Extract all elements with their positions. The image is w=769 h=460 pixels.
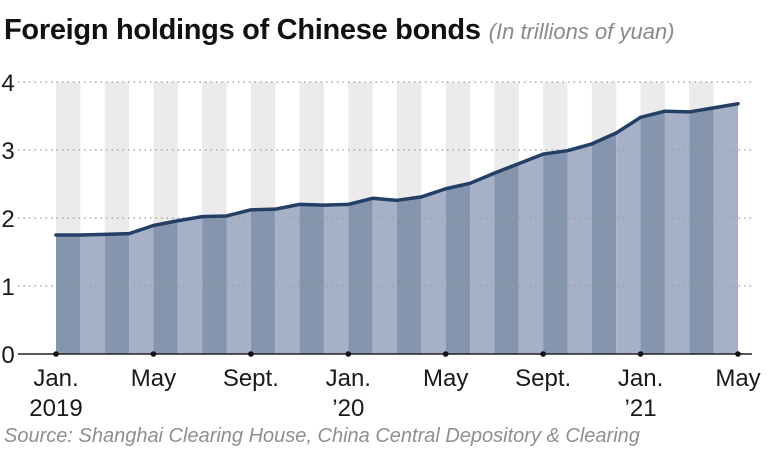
- x-tick-label: Jan.: [618, 365, 663, 392]
- y-axis-ticks: 0 1 2 3 4: [1, 70, 14, 369]
- x-tick-label: May: [131, 365, 176, 392]
- source-note: Source: Shanghai Clearing House, China C…: [4, 425, 640, 447]
- area-segment: [664, 111, 690, 355]
- area-segment: [397, 196, 422, 354]
- area-segment: [591, 133, 617, 354]
- area-segment: [567, 143, 592, 354]
- area-segment: [445, 183, 471, 354]
- area-segments: [56, 103, 738, 355]
- y-tick-label: 3: [1, 138, 14, 165]
- x-tick-label: Jan.: [326, 365, 371, 392]
- x-tick-mark: [150, 351, 157, 357]
- y-tick-label: 4: [1, 70, 14, 97]
- x-tick-label: Sept.: [223, 365, 279, 392]
- chart-subtitle: (In trillions of yuan): [488, 19, 675, 44]
- y-tick-label: 1: [1, 274, 14, 301]
- x-tick-mark: [53, 351, 59, 357]
- area-segment: [202, 215, 227, 354]
- area-segment: [348, 198, 373, 354]
- x-tick-mark: [345, 351, 352, 357]
- area-segment: [640, 111, 665, 355]
- area-segment: [250, 209, 276, 354]
- x-axis-ticks: Jan. 2019 May Sept. Jan. ’20 May Sept. Jan. ’21 Ma…: [29, 351, 761, 422]
- x-tick-mark: [442, 351, 449, 357]
- chart-title: Foreign holdings of Chinese bonds: [4, 14, 481, 46]
- x-tick-label: Sept.: [515, 365, 571, 392]
- area-segment: [275, 204, 300, 354]
- area-segment: [518, 154, 544, 354]
- area-segment: [689, 107, 714, 354]
- area-segment: [713, 103, 738, 354]
- x-tick-label-year: 2019: [29, 395, 82, 422]
- y-tick-label: 2: [1, 206, 14, 233]
- area-segment: [616, 117, 641, 354]
- y-tick-label: 0: [1, 342, 14, 369]
- area-segment: [299, 204, 324, 354]
- area-segment: [153, 220, 178, 354]
- area-segment: [494, 163, 519, 354]
- x-tick-mark: [540, 351, 546, 357]
- x-tick-mark: [735, 351, 741, 357]
- area-segment: [470, 173, 495, 354]
- area-segment: [372, 198, 397, 354]
- x-tick-label: May: [715, 365, 760, 392]
- x-tick-label-year: ’20: [332, 395, 364, 422]
- area-segment: [177, 216, 203, 354]
- chart-header: Foreign holdings of Chinese bonds (In tri…: [4, 14, 675, 47]
- area-segment: [543, 150, 568, 354]
- area-segment: [226, 209, 251, 354]
- x-tick-label: Jan.: [33, 365, 78, 392]
- area-segment: [421, 188, 446, 354]
- area-segment: [80, 234, 105, 354]
- area-segment: [323, 204, 349, 354]
- series-line: [54, 102, 740, 237]
- area-segment: [56, 235, 81, 354]
- x-tick-mark: [248, 351, 254, 357]
- x-tick-label-year: ’21: [625, 395, 657, 422]
- area-segment: [129, 225, 154, 354]
- gridlines: [18, 81, 752, 287]
- x-tick-label: May: [423, 365, 468, 392]
- x-tick-mark: [637, 351, 644, 357]
- area-segment: [104, 233, 130, 354]
